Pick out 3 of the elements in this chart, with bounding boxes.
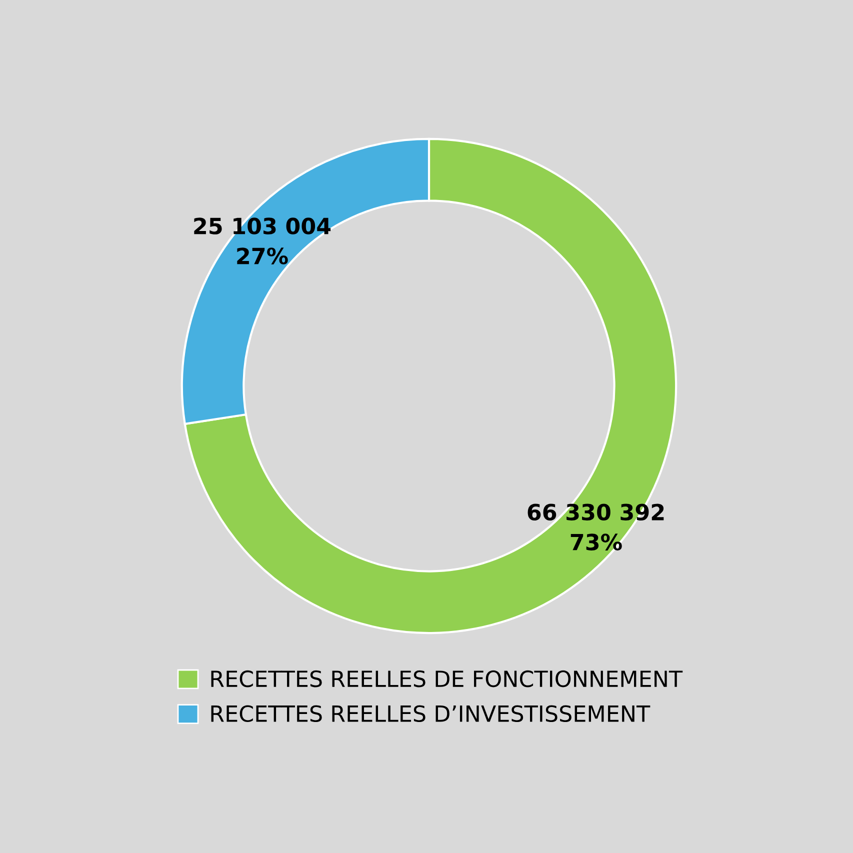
legend-label: RECETTES REELLES D’INVESTISSEMENT (211, 705, 650, 722)
donut-slice (184, 138, 678, 634)
legend-label: RECETTES REELLES DE FONCTIONNEMENT (211, 670, 683, 688)
